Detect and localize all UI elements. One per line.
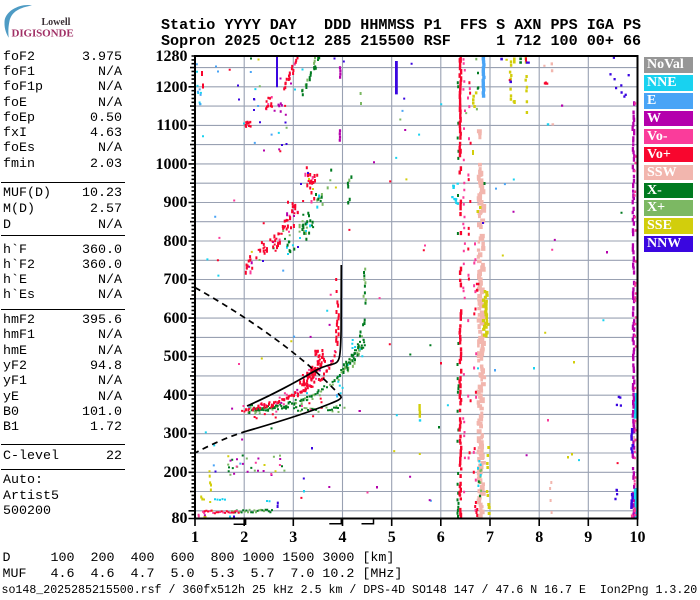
svg-text:DIGISONDE: DIGISONDE bbox=[12, 28, 74, 40]
svg-text:Lowell: Lowell bbox=[42, 17, 71, 28]
